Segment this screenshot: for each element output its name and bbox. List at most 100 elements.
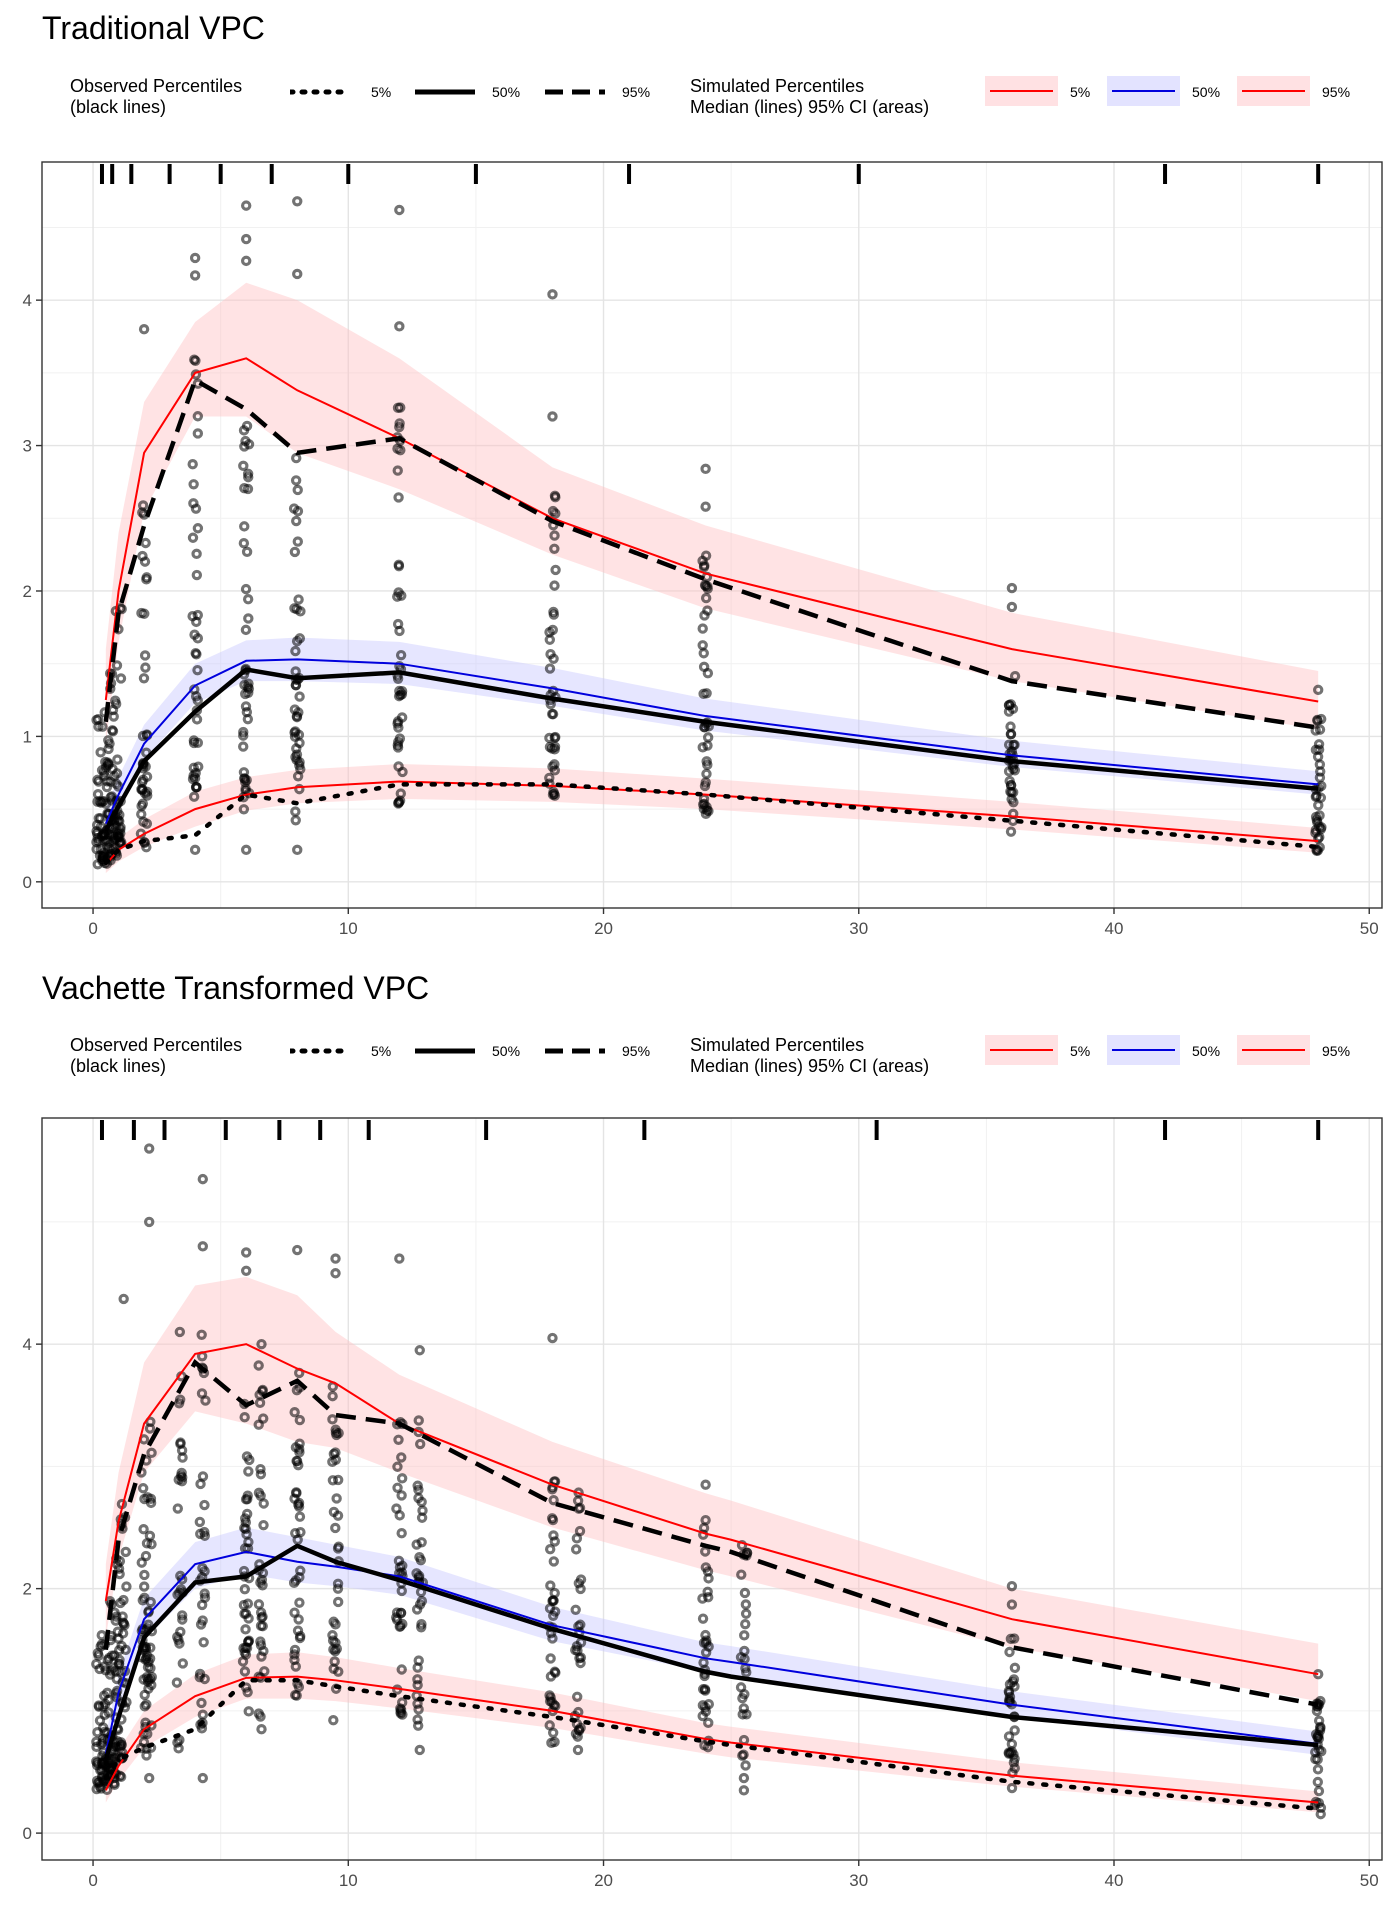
- observed-point: [258, 1519, 269, 1531]
- observed-point: [411, 1604, 423, 1615]
- observed-point: [254, 1397, 266, 1409]
- observed-point: [288, 503, 300, 514]
- observed-point: [190, 648, 201, 659]
- observed-point: [95, 747, 106, 758]
- observed-point: [111, 778, 122, 790]
- gridlines: [42, 1118, 1382, 1860]
- observed-point: [290, 815, 301, 826]
- observed-point: [1314, 724, 1326, 735]
- observed-point: [1315, 1722, 1326, 1734]
- observed-point: [173, 1398, 185, 1409]
- observed-point: [188, 735, 200, 746]
- observed-point: [1313, 1785, 1325, 1797]
- simulated-95-label: 95%: [1322, 1043, 1351, 1059]
- observed-point: [1009, 1725, 1020, 1736]
- observed-point: [255, 1639, 267, 1651]
- observed-point: [702, 1586, 713, 1597]
- observed-point: [172, 1737, 183, 1748]
- observed-point: [332, 1596, 344, 1608]
- observed-point: [189, 252, 201, 264]
- observed-point: [292, 1244, 303, 1256]
- observed-point: [139, 650, 151, 661]
- observed-point: [549, 732, 560, 744]
- observed-point: [187, 458, 198, 470]
- chart-title: Traditional VPC: [42, 10, 265, 46]
- observed-point: [239, 1666, 251, 1677]
- x-tick-label: 40: [1105, 1871, 1124, 1890]
- x-tick-label: 30: [849, 1871, 868, 1890]
- observed-point: [1009, 1662, 1021, 1674]
- observed-point: [549, 1606, 561, 1617]
- observed-5-label: 5%: [371, 84, 392, 100]
- observed-point: [545, 1653, 556, 1664]
- panel-vachette-vpc: Vachette Transformed VPC Observed Percen…: [0, 960, 1400, 1920]
- observed-point: [700, 1514, 711, 1526]
- x-tick-label: 0: [88, 1871, 97, 1890]
- observed-point: [1006, 1746, 1018, 1757]
- x-tick-label: 50: [1360, 1871, 1379, 1890]
- observed-point: [547, 1727, 559, 1739]
- observed-point: [197, 1772, 208, 1784]
- observed-point: [294, 633, 306, 644]
- observed-point: [740, 1618, 751, 1630]
- observed-point: [140, 537, 151, 549]
- observed-point: [549, 530, 560, 541]
- observed-point: [549, 1736, 560, 1748]
- observed-point: [544, 741, 556, 753]
- observed-point: [289, 1644, 301, 1656]
- observed-5-label: 5%: [371, 1043, 392, 1059]
- observed-point: [289, 1654, 300, 1666]
- observed-point: [396, 712, 408, 723]
- x-tick-label: 40: [1105, 919, 1124, 938]
- observed-point: [240, 624, 252, 636]
- observed-point: [243, 1636, 254, 1648]
- observed-legend-keys: [290, 89, 605, 95]
- observed-point: [141, 729, 152, 740]
- observed-point: [547, 761, 558, 772]
- observed-point: [1008, 1633, 1020, 1644]
- observed-point: [141, 771, 153, 782]
- observed-point: [550, 564, 561, 576]
- observed-point: [1312, 715, 1323, 726]
- observed-point: [255, 1469, 267, 1480]
- y-tick-label: 0: [23, 1824, 32, 1843]
- observed-50-label: 50%: [492, 1043, 521, 1059]
- observed-point: [190, 369, 202, 380]
- observed-point: [1005, 780, 1017, 791]
- observed-point: [97, 1701, 109, 1712]
- observed-point: [243, 1466, 254, 1477]
- observed-point: [139, 1581, 150, 1592]
- observed-point: [239, 1412, 250, 1423]
- plot-background: [42, 1118, 1382, 1860]
- observed-point: [546, 1696, 557, 1708]
- observed-point: [549, 543, 560, 554]
- observed-point: [293, 1497, 305, 1509]
- observed-point: [392, 1482, 403, 1494]
- observed-point: [289, 1406, 300, 1418]
- observed-point: [196, 1697, 207, 1709]
- observed-point: [332, 1510, 344, 1521]
- observed-point: [413, 1492, 424, 1504]
- observed-point: [253, 1708, 264, 1719]
- observed-point: [241, 546, 253, 558]
- observed-point: [255, 1607, 267, 1618]
- observed-point: [570, 1644, 581, 1656]
- observed-point: [146, 1447, 157, 1459]
- bin-marks: [99, 164, 1321, 184]
- observed-point: [93, 813, 105, 824]
- observed-point: [256, 1724, 267, 1735]
- simulated-title-line2: Median (lines) 95% CI (areas): [690, 97, 930, 117]
- observed-point: [1005, 728, 1017, 740]
- observed-point: [736, 1569, 747, 1580]
- observed-point: [141, 1699, 152, 1710]
- observed-point: [292, 844, 303, 856]
- observed-point: [139, 1569, 150, 1581]
- observed-point: [237, 1656, 249, 1667]
- observed-point: [699, 610, 710, 621]
- observed-point: [289, 1607, 300, 1618]
- observed-point: [145, 1416, 156, 1428]
- observed-point: [393, 736, 404, 748]
- observed-point: [144, 1653, 156, 1664]
- observed-point: [700, 592, 712, 604]
- observed-point: [102, 757, 113, 768]
